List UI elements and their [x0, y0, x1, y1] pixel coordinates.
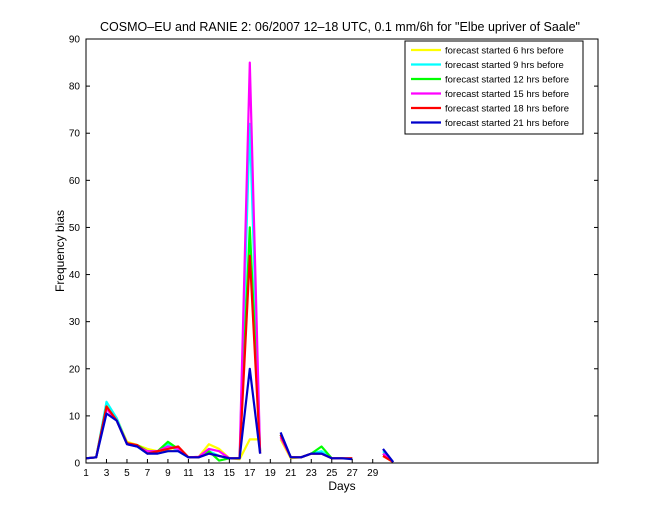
- y-tick-label: 60: [69, 176, 81, 187]
- x-tick-label: 5: [124, 468, 130, 479]
- x-tick-label: 19: [265, 468, 277, 479]
- x-tick-label: 1: [83, 468, 89, 479]
- legend-label: forecast started 9 hrs before: [445, 60, 564, 71]
- y-tick-label: 40: [69, 270, 81, 281]
- x-tick-label: 13: [203, 468, 215, 479]
- x-tick-label: 23: [306, 468, 318, 479]
- x-tick-label: 11: [183, 468, 194, 479]
- x-tick-label: 25: [326, 468, 338, 479]
- y-tick-label: 80: [69, 82, 81, 93]
- y-tick-label: 0: [74, 459, 80, 470]
- legend-label: forecast started 21 hrs before: [445, 118, 569, 129]
- y-tick-label: 10: [69, 411, 81, 422]
- plot-frame: [85, 38, 599, 464]
- y-tick-label: 90: [69, 35, 81, 46]
- x-tick-label: 21: [285, 468, 297, 479]
- y-tick-label: 70: [69, 129, 81, 140]
- x-tick-label: 7: [145, 468, 151, 479]
- x-tick-label: 17: [244, 468, 256, 479]
- y-tick-label: 20: [69, 364, 81, 375]
- chart-title: COSMO–EU and RANIE 2: 06/2007 12–18 UTC,…: [100, 20, 580, 34]
- legend-label: forecast started 6 hrs before: [445, 46, 564, 57]
- x-axis-title: Days: [328, 479, 355, 493]
- x-tick-label: 29: [367, 468, 379, 479]
- y-tick-label: 50: [69, 223, 81, 234]
- legend-label: forecast started 12 hrs before: [445, 75, 569, 86]
- series-line-5: [85, 367, 395, 463]
- y-tick-label: 30: [69, 317, 81, 328]
- legend-label: forecast started 15 hrs before: [445, 89, 569, 100]
- y-axis-title: Frequency bias: [53, 210, 67, 292]
- x-tick-label: 15: [224, 468, 236, 479]
- x-tick-label: 3: [104, 468, 110, 479]
- legend-label: forecast started 18 hrs before: [445, 104, 569, 115]
- legend-box: [404, 40, 584, 135]
- legend: forecast started 6 hrs before forecast st…: [404, 40, 584, 135]
- x-tick-label: 9: [165, 468, 171, 479]
- x-tick-label: 27: [347, 468, 359, 479]
